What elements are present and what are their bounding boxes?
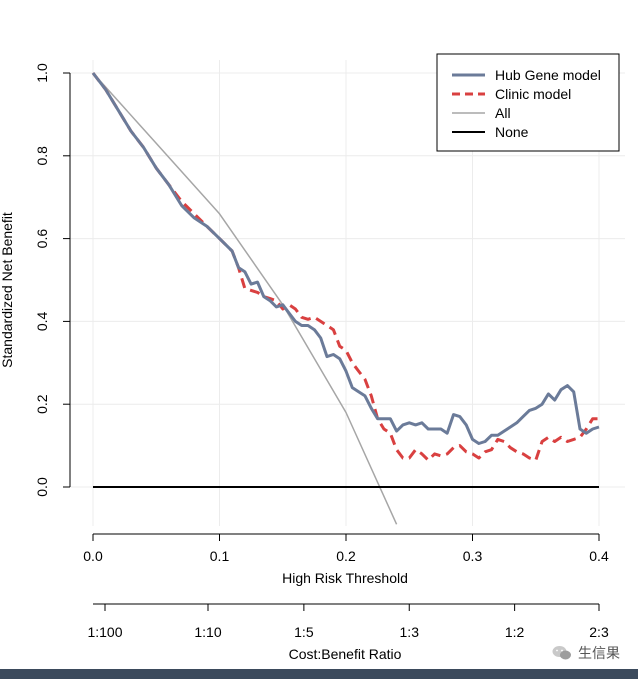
curves [91, 72, 600, 525]
wechat-icon [552, 645, 572, 661]
series-line-clinic-model [91, 72, 599, 462]
x-axis-title: High Risk Threshold [282, 570, 408, 586]
secondary-tick-label: 2:3 [589, 624, 609, 640]
x-tick-label: 0.4 [589, 548, 609, 564]
watermark: 生信果 [552, 643, 620, 663]
secondary-axis-title: Cost:Benefit Ratio [289, 646, 402, 662]
watermark-text: 生信果 [578, 646, 620, 662]
legend-label: All [495, 105, 511, 121]
secondary-tick-label: 1:100 [87, 624, 122, 640]
secondary-tick-label: 1:10 [194, 624, 221, 640]
series-line-hub-gene-model [91, 72, 600, 445]
y-tick-label: 1.0 [34, 63, 50, 83]
secondary-tick-label: 1:3 [400, 624, 420, 640]
legend-label: Clinic model [495, 86, 571, 102]
legend-label: Hub Gene model [495, 67, 601, 83]
y-tick-label: 0.2 [34, 394, 50, 414]
x-tick-label: 0.2 [336, 548, 356, 564]
secondary-tick-label: 1:2 [505, 624, 525, 640]
y-axis-title: Standardized Net Benefit [0, 212, 15, 368]
y-tick-label: 0.8 [34, 146, 50, 166]
legend-box [436, 53, 620, 152]
legend-label: None [495, 124, 529, 140]
secondary-tick-label: 1:5 [294, 624, 314, 640]
x-tick-label: 0.1 [210, 548, 230, 564]
series-line-all [92, 72, 398, 525]
legend: Hub Gene model Clinic model All None [436, 53, 620, 152]
x-tick-label: 0.0 [83, 548, 103, 564]
y-tick-label: 0.6 [34, 229, 50, 249]
axes: 0.0 0.2 0.4 0.6 0.8 1.0 0.0 0.1 0.2 0.3 0.4 1:100 1:… [34, 63, 609, 640]
x-tick-label: 0.3 [463, 548, 483, 564]
y-tick-label: 0.0 [34, 477, 50, 497]
y-tick-label: 0.4 [34, 311, 50, 331]
bottom-bar [0, 669, 638, 679]
